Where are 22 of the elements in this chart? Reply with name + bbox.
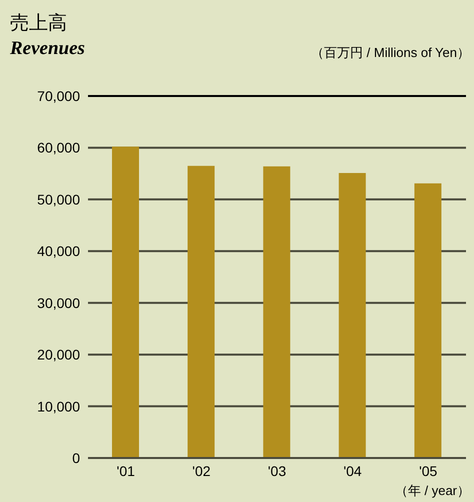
- x-tick-label: '03: [268, 462, 286, 479]
- bar: [414, 183, 442, 458]
- x-tick-label: '04: [343, 462, 362, 479]
- bar: [338, 173, 366, 458]
- chart-subtitle: Revenues: [10, 38, 85, 60]
- y-axis-title: （百万円 / Millions of Yen）: [311, 44, 470, 62]
- y-tick-label: 10,000: [37, 398, 80, 414]
- x-axis-title: （年 / year）: [394, 482, 470, 500]
- bar: [263, 166, 290, 458]
- x-tick-label: '01: [116, 462, 136, 479]
- y-tick-label: 20,000: [37, 346, 80, 363]
- y-tick-label: 40,000: [37, 243, 80, 260]
- bar: [112, 146, 139, 458]
- chart-title: 売上高: [10, 12, 67, 36]
- y-tick-label: 70,000: [37, 88, 80, 104]
- x-tick-label: '05: [419, 462, 438, 479]
- y-tick-label: 60,000: [37, 140, 80, 156]
- y-tick-label: 0: [72, 450, 80, 466]
- x-tick-label: '02: [192, 462, 211, 479]
- y-tick-label: 50,000: [37, 191, 80, 208]
- bar: [188, 166, 215, 458]
- y-tick-label: 30,000: [37, 294, 80, 311]
